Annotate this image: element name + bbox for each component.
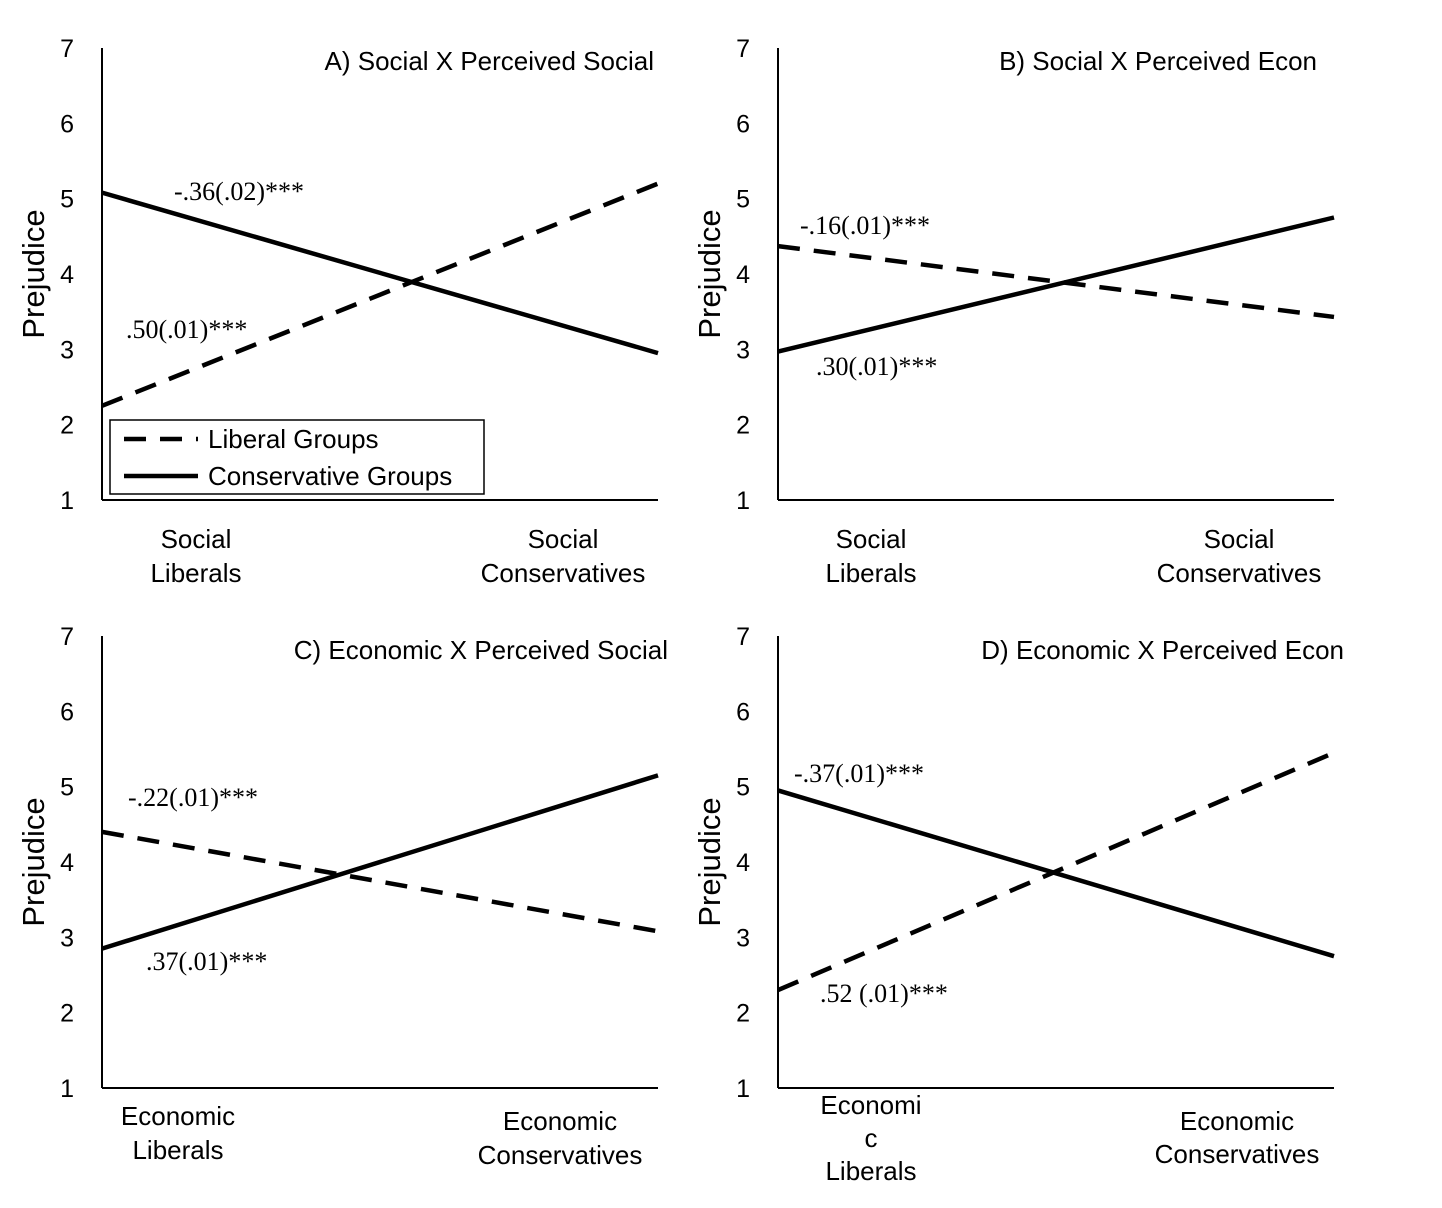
slope-annotation: -.37(.01)*** xyxy=(794,759,924,788)
x-category-line: Liberals xyxy=(825,1156,916,1186)
y-tick-label: 6 xyxy=(60,698,74,726)
x-category-label: Social Conservatives xyxy=(1157,524,1322,588)
y-tick-label: 6 xyxy=(736,110,750,138)
y-tick-label: 3 xyxy=(736,336,750,364)
panel-a: 1 2 3 4 5 6 7 A) Social X Perceived Social Preju… xyxy=(16,35,659,588)
y-tick-label: 2 xyxy=(60,412,74,440)
slope-annotation: -.22(.01)*** xyxy=(128,783,258,812)
y-tick-label: 3 xyxy=(60,924,74,952)
slope-annotation: .37(.01)*** xyxy=(146,947,267,976)
x-category-line: Conservatives xyxy=(481,558,646,588)
y-tick-label: 1 xyxy=(736,1075,750,1103)
legend-label: Liberal Groups xyxy=(208,424,379,454)
series-line-conservative-groups xyxy=(777,215,1335,354)
y-axis-label: Prejudice xyxy=(16,209,51,338)
legend-label: Conservative Groups xyxy=(208,461,452,491)
x-category-line: Social xyxy=(528,524,599,554)
y-axis-label: Prejudice xyxy=(692,797,727,926)
x-category-line: Social xyxy=(836,524,907,554)
slope-annotation: .30(.01)*** xyxy=(816,352,937,381)
x-category-line: Liberals xyxy=(150,558,241,588)
legend-box xyxy=(109,419,485,495)
x-category-label: Economic Liberals xyxy=(121,1101,235,1165)
y-tick-label: 4 xyxy=(60,261,74,289)
panel-b: 1 2 3 4 5 6 7 B) Social X Perceived Econ Prejudi… xyxy=(692,35,1335,588)
y-tick-label: 1 xyxy=(60,1075,74,1103)
x-category-line: Liberals xyxy=(132,1135,223,1165)
y-tick-label: 6 xyxy=(60,110,74,138)
panel-d: 1 2 3 4 5 6 7 D) Economic X Perceived Econ Preju… xyxy=(692,623,1344,1186)
slope-annotation: .52 (.01)*** xyxy=(820,979,948,1008)
panel-title: A) Social X Perceived Social xyxy=(325,46,654,76)
x-category-line: Conservatives xyxy=(1155,1139,1320,1169)
x-category-line: Conservatives xyxy=(478,1140,643,1170)
y-tick-label: 4 xyxy=(736,849,750,877)
slope-annotation: -.16(.01)*** xyxy=(800,211,930,240)
x-category-line: Social xyxy=(1204,524,1275,554)
x-category-line: Conservatives xyxy=(1157,558,1322,588)
y-tick-label: 2 xyxy=(736,412,750,440)
x-category-line: Social xyxy=(161,524,232,554)
series-line-liberal-groups xyxy=(777,243,1335,320)
legend: Liberal Groups Conservative Groups xyxy=(109,419,485,495)
y-tick-label: 5 xyxy=(60,774,74,802)
x-category-label: Social Liberals xyxy=(150,524,241,588)
y-tick-label: 7 xyxy=(736,623,750,651)
x-category-line: Economic xyxy=(503,1106,617,1136)
panel-title: B) Social X Perceived Econ xyxy=(999,46,1317,76)
x-category-label: Economic Conservatives xyxy=(478,1106,643,1170)
x-category-line: Economic xyxy=(1180,1106,1294,1136)
series-line-conservative-groups xyxy=(101,773,659,951)
y-axis-label: Prejudice xyxy=(16,797,51,926)
panel-title: C) Economic X Perceived Social xyxy=(294,635,668,665)
series-line-conservative-groups xyxy=(101,190,659,356)
y-tick-label: 6 xyxy=(736,698,750,726)
y-tick-label: 2 xyxy=(736,1000,750,1028)
y-tick-label: 1 xyxy=(736,487,750,515)
panel-title: D) Economic X Perceived Econ xyxy=(981,635,1344,665)
panel-c: 1 2 3 4 5 6 7 C) Economic X Perceived Social Pre… xyxy=(16,623,668,1170)
x-category-label: Social Liberals xyxy=(825,524,916,588)
y-axis-label: Prejudice xyxy=(692,209,727,338)
x-category-label: Social Conservatives xyxy=(481,524,646,588)
x-category-line: Liberals xyxy=(825,558,916,588)
y-tick-label: 7 xyxy=(60,623,74,651)
y-tick-label: 1 xyxy=(60,487,74,515)
y-tick-label: 3 xyxy=(736,924,750,952)
series-line-liberal-groups xyxy=(101,181,659,408)
y-tick-label: 4 xyxy=(60,849,74,877)
y-tick-label: 5 xyxy=(736,186,750,214)
x-category-line: Economi xyxy=(820,1090,921,1120)
y-tick-label: 5 xyxy=(736,774,750,802)
y-tick-label: 2 xyxy=(60,1000,74,1028)
y-tick-label: 7 xyxy=(60,35,74,63)
x-category-line: Economic xyxy=(121,1101,235,1131)
series-line-liberal-groups xyxy=(101,829,659,934)
y-tick-label: 7 xyxy=(736,35,750,63)
slope-annotation: -.36(.02)*** xyxy=(174,177,304,206)
x-category-line: c xyxy=(865,1123,878,1153)
y-tick-label: 3 xyxy=(60,336,74,364)
x-category-label: Economic Conservatives xyxy=(1155,1106,1320,1169)
y-tick-label: 4 xyxy=(736,261,750,289)
y-tick-label: 5 xyxy=(60,186,74,214)
slope-annotation: .50(.01)*** xyxy=(126,315,247,344)
series-line-conservative-groups xyxy=(777,788,1335,959)
